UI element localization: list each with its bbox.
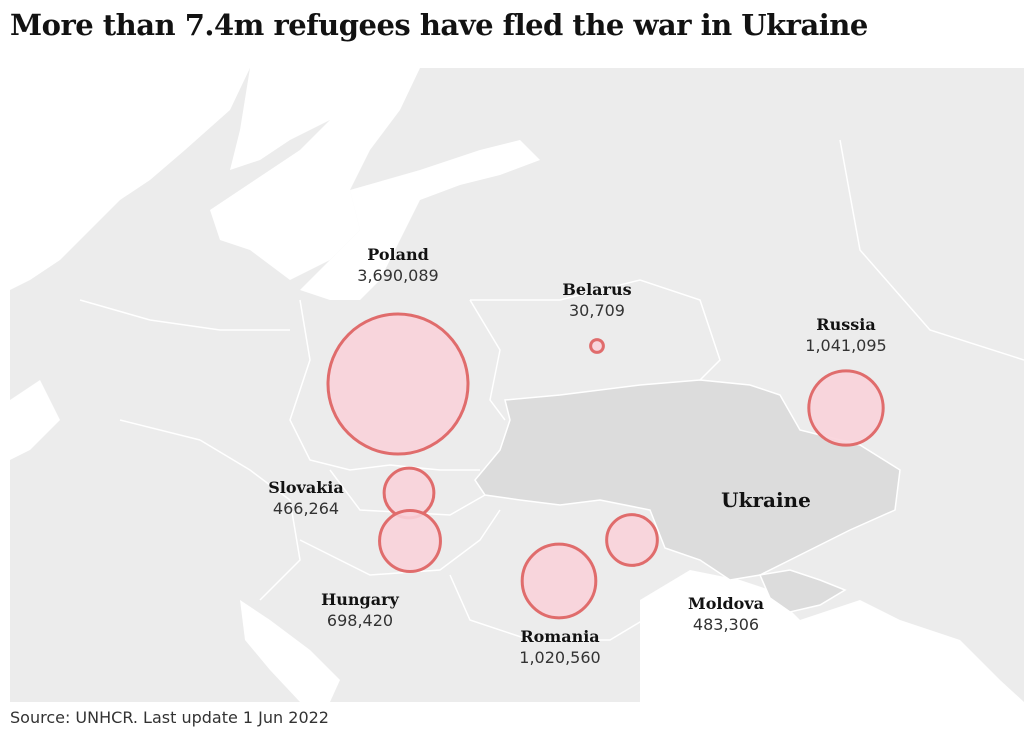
source-note: Source: UNHCR. Last update 1 Jun 2022 [10, 708, 329, 727]
map-title: More than 7.4m refugees have fled the wa… [10, 8, 868, 42]
bubble-moldova [605, 513, 659, 567]
country-name: Romania [520, 627, 600, 646]
label-moldova: Moldova 483,306 [688, 594, 764, 634]
label-poland: Poland 3,690,089 [357, 245, 438, 285]
english-channel [10, 380, 60, 460]
bubble-poland [326, 312, 470, 456]
refugee-count: 466,264 [272, 499, 340, 518]
label-russia: Russia 1,041,095 [805, 315, 886, 355]
refugee-count: 3,690,089 [357, 266, 439, 285]
black-sea [640, 570, 1024, 702]
country-name: Hungary [321, 590, 399, 609]
north-sea [10, 68, 250, 290]
refugee-count: 483,306 [692, 615, 760, 634]
country-name: Belarus [562, 280, 632, 299]
refugee-count: 30,709 [569, 301, 625, 320]
bubble-belarus [589, 338, 605, 354]
crimea-region [758, 569, 847, 613]
baltic-sea-east [300, 140, 540, 300]
label-romania: Romania 1,020,560 [519, 627, 600, 667]
bubble-romania [520, 542, 598, 620]
ukraine-region [474, 379, 901, 581]
bubble-hungary [378, 509, 442, 573]
baltic-sea [210, 68, 420, 280]
label-hungary: Hungary 698,420 [321, 590, 399, 630]
refugee-count: 698,420 [326, 611, 394, 630]
adriatic-sea [240, 600, 340, 702]
refugee-count: 1,041,095 [805, 336, 887, 355]
label-slovakia: Slovakia 466,264 [268, 478, 344, 518]
country-name: Russia [816, 315, 876, 334]
country-name: Moldova [688, 594, 764, 613]
ukraine-label: Ukraine [721, 488, 811, 512]
bubble-russia [807, 369, 885, 447]
country-name: Poland [367, 245, 429, 264]
label-belarus: Belarus 30,709 [562, 280, 631, 320]
refugee-count: 1,020,560 [519, 648, 601, 667]
country-name: Slovakia [268, 478, 344, 497]
